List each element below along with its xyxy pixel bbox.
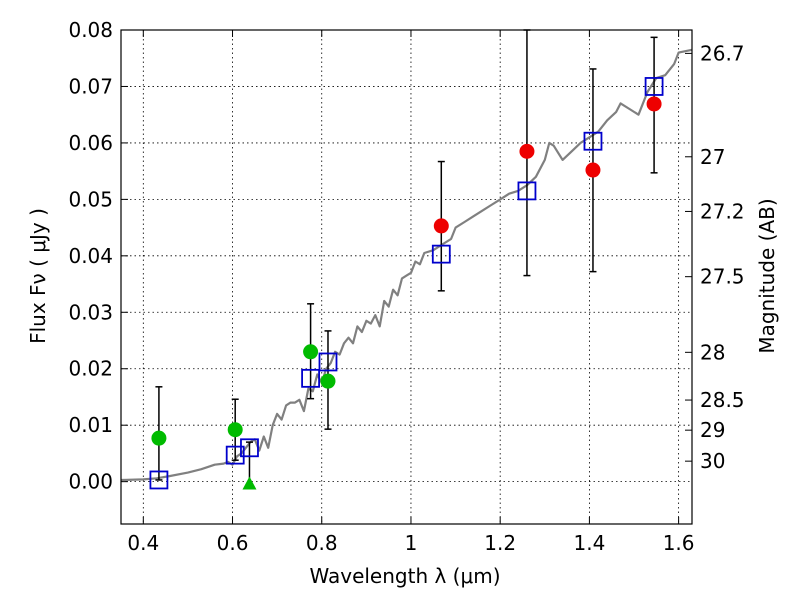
model-spectrum-line [120,48,693,482]
blue-square-point [149,470,169,490]
x-axis-title: Wavelength λ (μm) [309,564,500,588]
y-tick-label: 0.01 [68,413,113,437]
plot-frame [120,29,693,525]
red-circle-point [585,162,601,178]
x-tick-label: 0.8 [306,531,338,555]
blue-square-point [225,445,245,465]
model-spectrum-layer [120,48,693,482]
y-ticks: 0.00 0.01 0.02 0.03 0.04 0.05 0.06 0.07 0.08 [68,18,128,494]
blue-square-point [240,438,259,458]
y-tick-label: 0.04 [68,244,113,268]
y-tick-label: 0.08 [68,18,113,42]
blue-square-point [644,77,664,96]
blue-square-point [431,244,451,264]
error-bars-layer [155,29,658,486]
y-tick-label: 0.03 [68,300,113,324]
right-tick-label: 27.2 [700,199,745,223]
x-tick-label: 0.4 [127,531,159,555]
green-circle-point [151,430,167,446]
green-circle-point [227,422,243,438]
x-tick-label: 0.6 [217,531,249,555]
right-ticks: 26.7 27 27.2 27.5 28 28.5 29 30 [685,41,745,473]
right-tick-label: 28.5 [700,388,745,412]
right-tick-label: 28 [700,340,725,364]
data-markers-layer [149,77,664,490]
y-tick-label: 0.06 [68,131,113,155]
right-tick-label: 26.7 [700,41,745,65]
x-tick-label: 1.6 [663,531,695,555]
y-tick-label: 0.02 [68,357,113,381]
right-tick-label: 27 [700,145,725,169]
red-circle-point [433,218,449,234]
green-triangle-point [242,476,257,490]
blue-square-point [301,368,320,388]
red-circle-point [519,143,535,159]
green-circle-point [303,344,319,360]
right-axis-title: Magnitude (AB) [755,198,779,353]
right-tick-label: 27.5 [700,265,745,289]
blue-square-point [318,352,338,372]
y-tick-label: 0.05 [68,187,113,211]
right-tick-label: 30 [700,449,725,473]
blue-square-point [517,181,537,201]
y-tick-label: 0.00 [68,470,113,494]
blue-square-point [583,131,603,151]
y-tick-label: 0.07 [68,74,113,98]
right-tick-label: 29 [700,418,725,442]
green-circle-point [320,373,336,389]
red-circle-point [646,96,662,112]
y-axis-title: Flux Fν ( μJy ) [26,208,50,344]
x-tick-label: 1.4 [573,531,605,555]
x-tick-label: 1 [405,531,418,555]
x-ticks: 0.4 0.6 0.8 1 1.2 1.4 1.6 [127,30,695,555]
x-tick-label: 1.2 [484,531,516,555]
grid-lines [121,29,692,524]
